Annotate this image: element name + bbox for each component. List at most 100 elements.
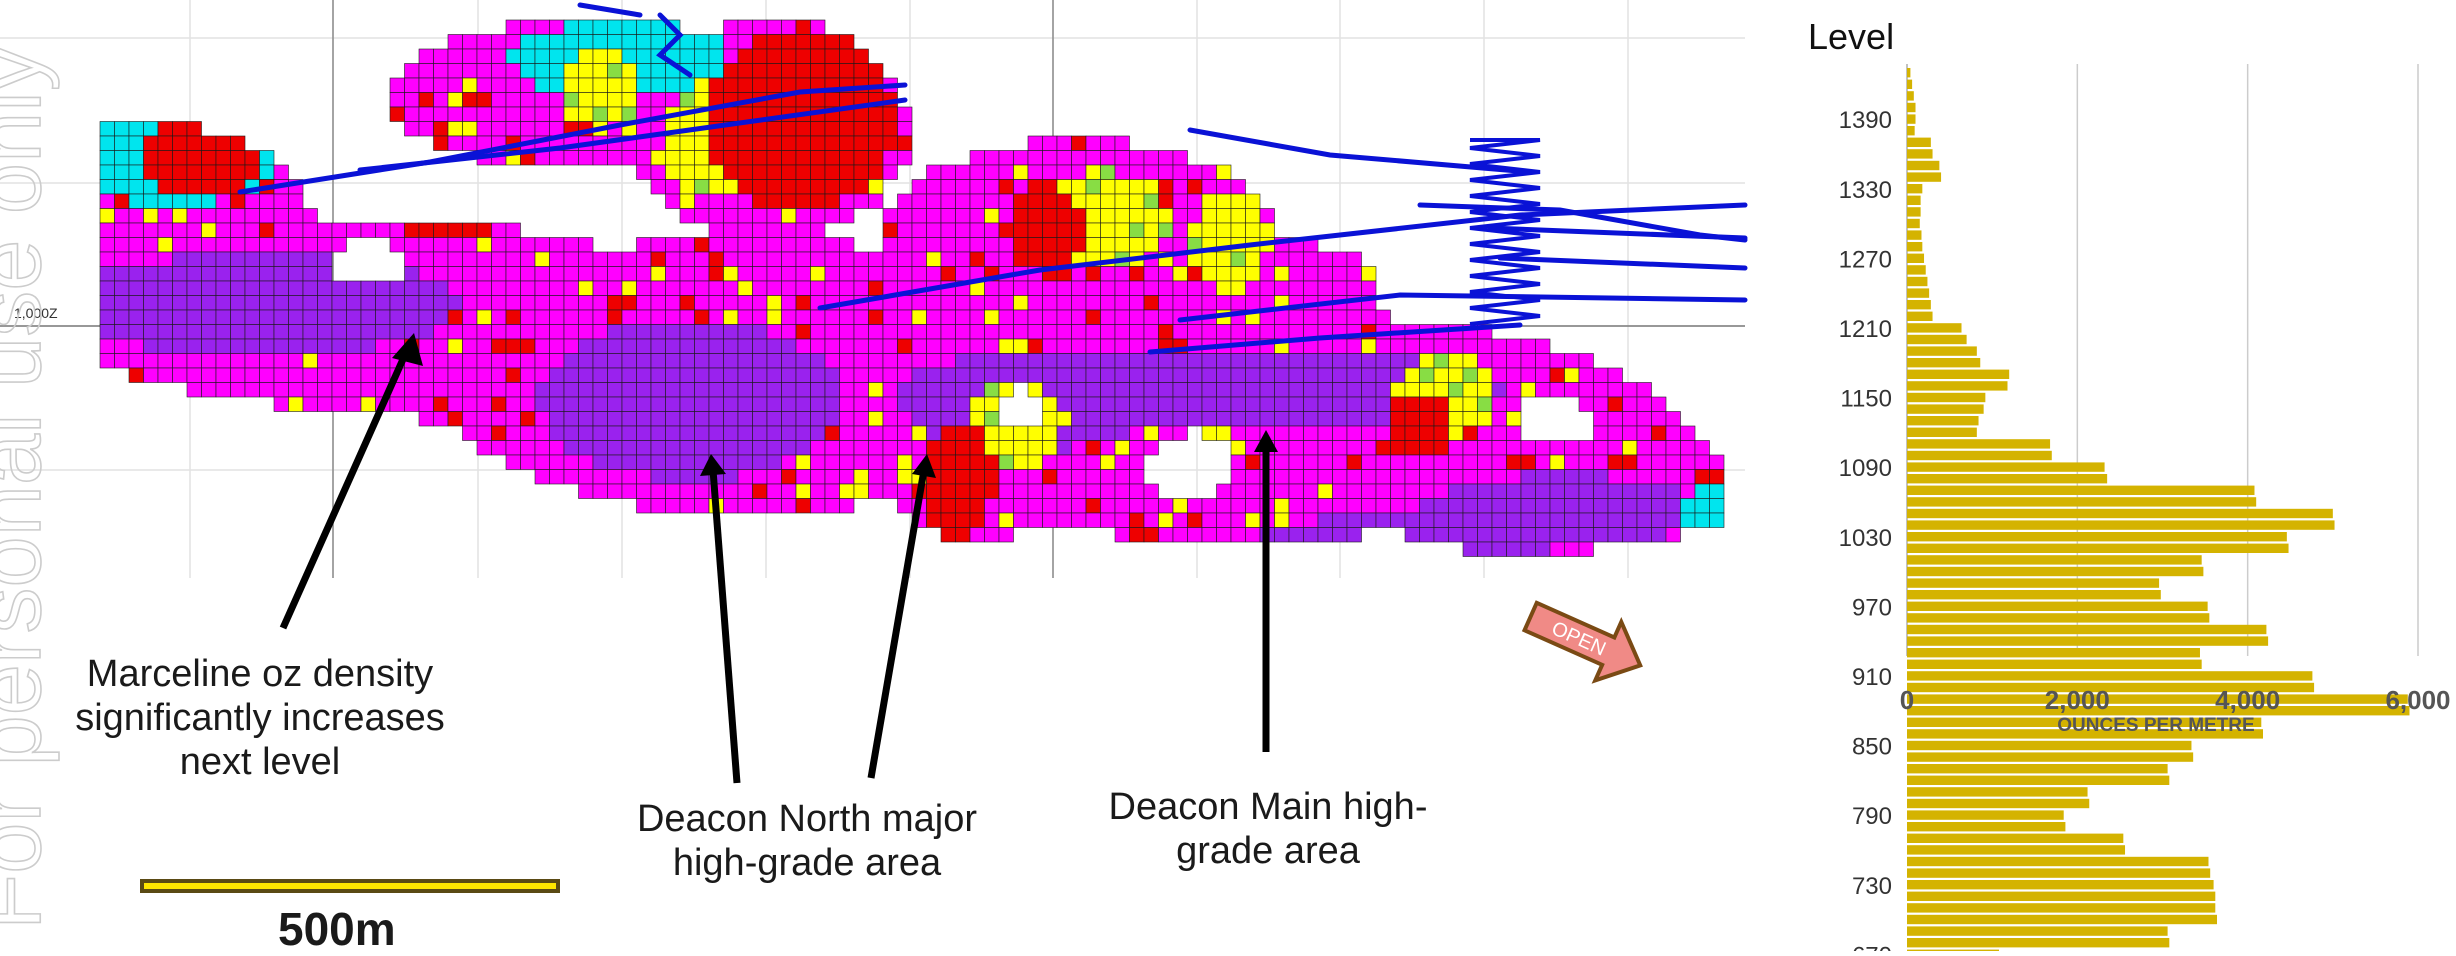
grade-block <box>1506 498 1522 514</box>
grade-block <box>549 469 565 485</box>
grade-block <box>708 150 724 166</box>
grade-block <box>273 193 289 209</box>
grade-block <box>882 425 898 441</box>
grade-block <box>549 309 565 325</box>
bar-level-730 <box>1907 880 2214 890</box>
grade-block <box>752 251 768 267</box>
grade-block <box>433 77 449 93</box>
grade-block <box>1230 222 1246 238</box>
grade-block <box>766 222 782 238</box>
grade-block <box>1085 512 1101 528</box>
grade-block <box>955 338 971 354</box>
grade-block <box>1245 193 1261 209</box>
grade-block <box>273 367 289 383</box>
grade-block <box>679 324 695 340</box>
grade-block <box>505 48 521 64</box>
grade-block <box>186 324 202 340</box>
grade-block <box>1114 454 1130 470</box>
grade-block <box>491 367 507 383</box>
bar-level-1300 <box>1907 218 1920 229</box>
grade-block <box>868 382 884 398</box>
grade-block <box>1129 469 1145 485</box>
grade-block <box>1607 382 1623 398</box>
grade-block <box>1448 353 1464 369</box>
grade-block <box>882 324 898 340</box>
grade-block <box>824 382 840 398</box>
grade-block <box>810 425 826 441</box>
grade-block <box>447 309 463 325</box>
grade-block <box>1042 338 1058 354</box>
grade-block <box>1477 411 1493 427</box>
grade-block <box>1404 440 1420 456</box>
grade-block <box>781 367 797 383</box>
grade-block <box>1332 338 1348 354</box>
grade-block <box>984 512 1000 528</box>
grade-block <box>549 92 565 108</box>
grade-block <box>505 63 521 79</box>
y-tick-label: 1090 <box>1839 455 1892 482</box>
grade-block <box>824 208 840 224</box>
grade-block <box>1129 512 1145 528</box>
grade-block <box>143 150 159 166</box>
grade-block <box>1027 469 1043 485</box>
grade-block <box>636 19 652 35</box>
grade-block <box>998 469 1014 485</box>
grade-block <box>636 324 652 340</box>
grade-block <box>1578 527 1594 543</box>
grade-block <box>853 367 869 383</box>
grade-block <box>694 193 710 209</box>
grade-block <box>766 483 782 499</box>
grade-block <box>766 382 782 398</box>
grade-block <box>926 498 942 514</box>
grade-block <box>694 396 710 412</box>
grade-block <box>839 469 855 485</box>
grade-block <box>665 77 681 93</box>
grade-block <box>839 164 855 180</box>
grade-block <box>418 280 434 296</box>
grade-block <box>1477 353 1493 369</box>
grade-block <box>679 48 695 64</box>
grade-block <box>447 396 463 412</box>
grade-block <box>99 150 115 166</box>
grade-block <box>99 295 115 311</box>
grade-block <box>766 121 782 137</box>
grade-block <box>694 34 710 50</box>
grade-block <box>781 164 797 180</box>
grade-block <box>1288 527 1304 543</box>
grade-block <box>969 251 985 267</box>
grade-block <box>230 164 246 180</box>
grade-block <box>940 164 956 180</box>
grade-block <box>1042 483 1058 499</box>
grade-block <box>592 63 608 79</box>
grade-block <box>201 353 217 369</box>
grade-block <box>940 411 956 427</box>
grade-block <box>520 324 536 340</box>
grade-block <box>1085 353 1101 369</box>
grade-block <box>607 106 623 122</box>
grade-block <box>302 222 318 238</box>
grade-block <box>592 280 608 296</box>
grade-block <box>433 295 449 311</box>
grade-block <box>1085 324 1101 340</box>
grade-block <box>1187 208 1203 224</box>
grade-block <box>1506 353 1522 369</box>
grade-block <box>404 106 420 122</box>
grade-block <box>1114 237 1130 253</box>
grade-block <box>331 237 347 253</box>
grade-block <box>578 280 594 296</box>
grade-block <box>810 150 826 166</box>
grade-block <box>1230 382 1246 398</box>
grade-block <box>1013 295 1029 311</box>
bar-level-1090 <box>1907 462 2105 472</box>
grade-block <box>723 150 739 166</box>
grade-block <box>737 483 753 499</box>
grade-block <box>1651 483 1667 499</box>
grade-block <box>955 483 971 499</box>
grade-block <box>1491 367 1507 383</box>
grade-block <box>795 295 811 311</box>
grade-block <box>1245 396 1261 412</box>
grade-block <box>795 280 811 296</box>
grade-block <box>1042 193 1058 209</box>
grade-block <box>882 396 898 412</box>
grade-block <box>1056 295 1072 311</box>
